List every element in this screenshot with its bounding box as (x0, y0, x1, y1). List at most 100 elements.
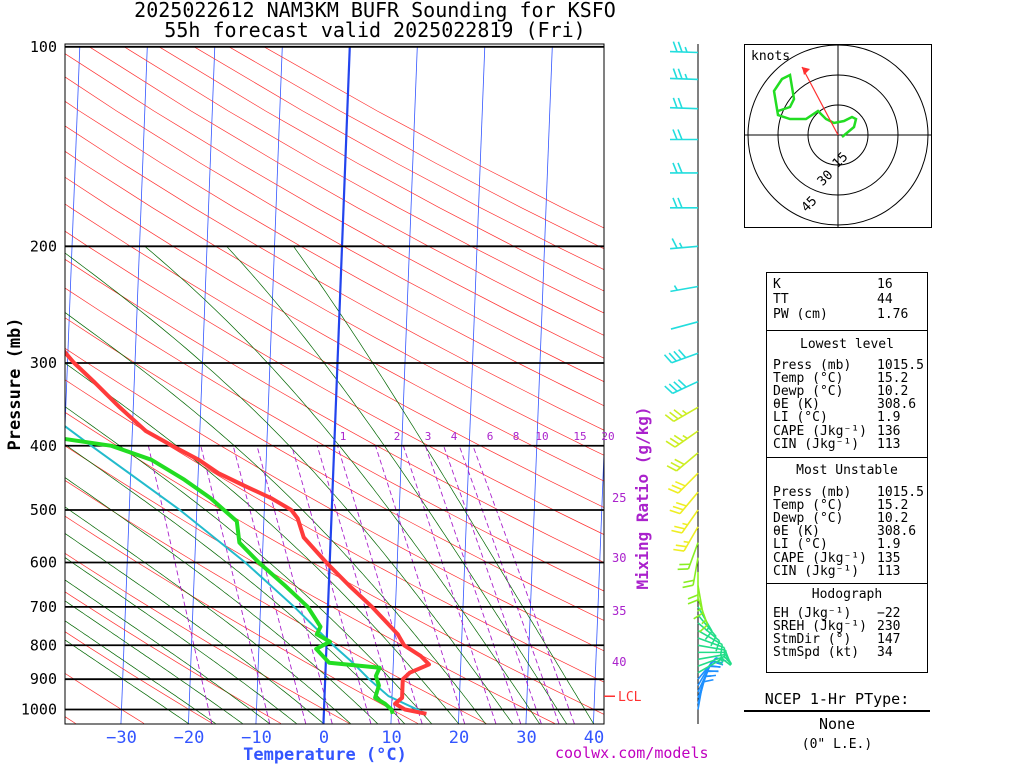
moist-adiabat-line (65, 579, 270, 724)
wind-barb (669, 97, 699, 110)
dry-adiabat-line (65, 515, 418, 724)
dry-adiabat-line (65, 591, 282, 724)
wind-barb (670, 285, 699, 293)
most-unstable-row: Press (mb) 1015.5 (773, 485, 924, 500)
mixing-ratio-side-label: 35 (612, 604, 626, 618)
pressure-tick-label: 800 (30, 636, 57, 654)
wind-barb (697, 658, 732, 674)
moist-adiabat-line (65, 600, 243, 724)
hodograph-stat-row: StmDir (°) 147 (773, 632, 901, 648)
ptype-value: None (818, 715, 856, 733)
most-unstable-row: Temp (°C) 15.2 (773, 498, 909, 514)
moist-adiabat-line (65, 406, 432, 724)
mixing-ratio-tick-label: 10 (535, 430, 548, 443)
mixing-ratio-line (443, 445, 542, 724)
hodograph-header: Hodograph (811, 587, 883, 602)
pressure-tick-label: 200 (30, 237, 57, 255)
mixing-ratio-tick-label: 6 (487, 430, 494, 443)
dry-adiabat-line (65, 552, 350, 724)
dry-adiabat-line (65, 411, 604, 715)
dry-adiabat-line (65, 100, 604, 407)
moist-adiabat-line (65, 252, 513, 724)
wind-barb (687, 571, 699, 605)
moist-adiabat-line (65, 443, 405, 724)
mixing-ratio-tick-label: 2 (394, 430, 401, 443)
wind-barb (669, 491, 699, 515)
stats-panel: K 16 TT 44 PW (cm) 1.76 Lowest level Press … (766, 272, 928, 673)
wind-barb (664, 379, 699, 395)
moist-adiabat-line (226, 246, 567, 724)
storm-motion-arrowhead (802, 67, 810, 75)
hodograph-panel: knots 15 30 45 (744, 44, 932, 228)
pressure-tick-label: 300 (30, 354, 57, 372)
most-unstable-row: CIN (Jkg⁻¹) 113 (773, 563, 901, 579)
dry-adiabat-line (65, 203, 604, 508)
temperature-tick-label: 10 (381, 728, 401, 748)
pressure-tick-label: 700 (30, 598, 57, 616)
mixing-ratio-line (424, 445, 522, 724)
pressure-tick-label: 1000 (21, 701, 57, 719)
dry-adiabat-line (65, 53, 604, 359)
temperature-tick-label: 20 (449, 728, 469, 748)
most-unstable-row: LI (°C) 1.9 (773, 537, 901, 553)
stat-pw: PW (cm) 1.76 (773, 307, 909, 322)
lcl-label: LCL (618, 690, 642, 705)
mixing-ratio-line (472, 445, 575, 724)
y-axis-label: Pressure (mb) (5, 317, 25, 450)
wind-barb (693, 585, 704, 620)
wind-barb (664, 406, 699, 423)
stat-k: K 16 (773, 277, 893, 292)
wind-barb (670, 321, 699, 330)
dewpoint-trace (65, 436, 395, 715)
mixing-ratio-tick-label: 4 (451, 430, 458, 443)
temperature-trace (65, 349, 431, 716)
mixing-ratio-tick-label: 15 (573, 430, 586, 443)
isobar-lines (65, 45, 604, 711)
temperature-tick-label: −30 (106, 728, 137, 748)
lowest-level-row: Dewp (°C) 10.2 (773, 384, 909, 400)
moist-adiabat-line (65, 312, 486, 724)
wind-barb (682, 557, 699, 589)
mixing-ratio-line (337, 445, 423, 724)
temperature-tick-label: 30 (516, 728, 536, 748)
wind-barb (670, 129, 698, 141)
mixing-ratio-axis-label: Mixing Ratio (g/kg) (633, 406, 652, 589)
isotherm-line (120, 46, 148, 724)
lowest-level-row: Press (mb) 1015.5 (773, 358, 924, 373)
moist-adiabat-line (65, 557, 297, 724)
freezing-isotherm (322, 46, 351, 724)
wind-barbs (663, 41, 733, 710)
mixing-ratio-side-label: 25 (612, 491, 626, 505)
wind-barb (666, 452, 699, 472)
stat-tt: TT 44 (773, 292, 893, 307)
mixing-ratio-line (375, 445, 466, 724)
wind-barb (667, 472, 699, 494)
dry-adiabat-line (65, 230, 604, 535)
mixing-ratio-line (402, 445, 497, 724)
background-grid (65, 46, 604, 724)
hodograph-stat-row: SREH (Jkg⁻¹) 230 (773, 619, 901, 635)
dry-adiabat-line (65, 631, 213, 724)
wind-barb (669, 68, 699, 81)
wind-barb (670, 197, 698, 209)
sounding-profiles (65, 349, 431, 716)
storm-motion-vector (801, 66, 839, 136)
ptype-depth: (0" L.E.) (801, 737, 873, 752)
mixing-ratio-side-label: 30 (612, 551, 626, 565)
moist-adiabat-line (65, 620, 216, 724)
ptype-heading: NCEP 1-Hr PType: (764, 690, 910, 708)
moist-adiabat-line (144, 246, 540, 724)
isotherm-line (188, 46, 216, 724)
temperature-tick-label: −20 (174, 728, 205, 748)
wind-barb (665, 430, 699, 448)
dry-adiabat-line (65, 347, 604, 652)
most-unstable-row: Dewp (°C) 10.2 (773, 511, 909, 527)
mixing-ratio-tick-label: 8 (513, 430, 520, 443)
mixing-ratio-side-label: 40 (612, 655, 626, 669)
pressure-tick-label: 100 (30, 38, 57, 56)
dry-adiabat-line (89, 46, 604, 336)
most-unstable-header: Most Unstable (796, 463, 898, 478)
pressure-tick-label: 900 (30, 670, 57, 688)
temperature-tick-label: −10 (241, 728, 272, 748)
